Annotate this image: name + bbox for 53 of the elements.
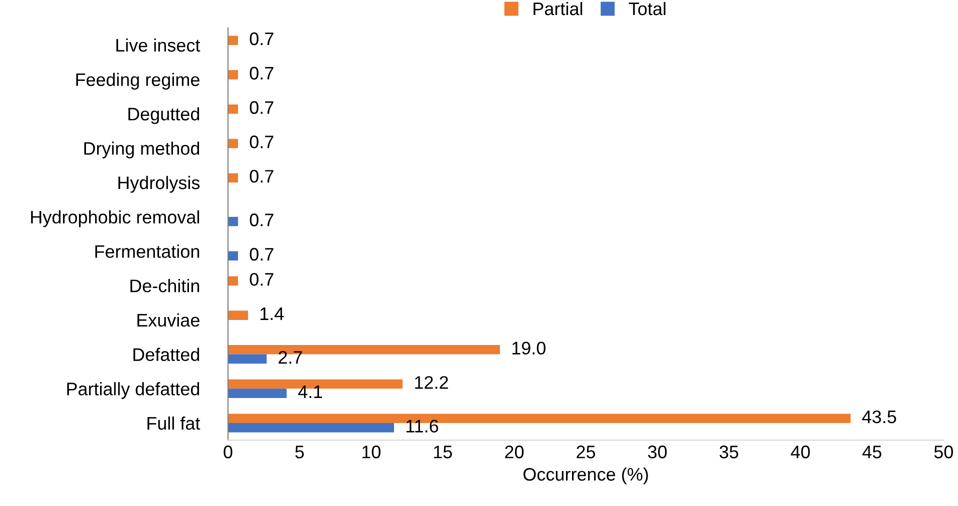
legend-label: Total — [628, 2, 666, 16]
x-tick-label: 35 — [720, 446, 738, 458]
bar — [228, 388, 287, 398]
data-label: 0.7 — [250, 248, 274, 261]
y-tick-label: Exuviae — [137, 313, 200, 327]
bar — [228, 423, 394, 432]
y-tick-label: Live insect — [116, 38, 200, 52]
x-tick-label: 5 — [295, 446, 304, 458]
data-label: 0.7 — [250, 170, 274, 183]
x-tick-label: 20 — [505, 446, 524, 458]
data-label: 0.7 — [250, 66, 274, 80]
x-tick-label: 40 — [790, 446, 810, 458]
data-label: 43.5 — [862, 410, 896, 424]
data-label: 0.7 — [250, 136, 274, 148]
y-tick-label: De-chitin — [130, 279, 200, 292]
x-tick-label: 15 — [434, 446, 452, 458]
y-tick-label: Defatted — [133, 348, 200, 362]
data-label: 12.2 — [415, 376, 448, 389]
x-tick-label: 10 — [362, 446, 380, 458]
y-tick-label: Fermentation — [95, 244, 200, 258]
y-tick-label: Hydrolysis — [118, 176, 200, 193]
x-tick-label: 45 — [862, 446, 882, 458]
bar — [228, 354, 267, 364]
data-label: 4.1 — [298, 386, 322, 398]
bar — [228, 216, 238, 226]
data-label: 11.6 — [406, 420, 438, 433]
bar — [228, 173, 238, 182]
bar — [228, 138, 238, 148]
data-label: 0.7 — [250, 214, 274, 226]
y-tick-label: Drying method — [84, 142, 200, 158]
y-tick-label: Hydrophobic removal — [31, 210, 200, 228]
y-tick-label: Feeding regime — [76, 72, 200, 90]
bar — [228, 70, 238, 80]
x-tick-label: 0 — [224, 446, 232, 458]
data-label: 19.0 — [512, 342, 546, 355]
bar — [228, 251, 238, 260]
y-tick-label: Partially defatted — [67, 382, 200, 399]
data-label: 0.7 — [250, 32, 274, 46]
x-tick-label: 30 — [648, 446, 667, 458]
y-tick-label: Degutted — [128, 107, 200, 124]
bar — [228, 104, 238, 114]
data-label: 1.4 — [260, 308, 284, 320]
x-axis-title: Occurrence (%) — [523, 467, 648, 484]
bar — [228, 310, 248, 320]
x-tick-label: 50 — [934, 446, 953, 458]
data-label: 0.7 — [250, 101, 274, 114]
data-label: 2.7 — [278, 351, 302, 364]
bar — [228, 36, 238, 46]
bar — [228, 276, 238, 286]
x-tick-label: 25 — [576, 446, 596, 458]
legend-label: Partial — [534, 2, 582, 16]
data-label: 0.7 — [250, 272, 274, 286]
y-tick-label: Full fat — [148, 416, 200, 430]
